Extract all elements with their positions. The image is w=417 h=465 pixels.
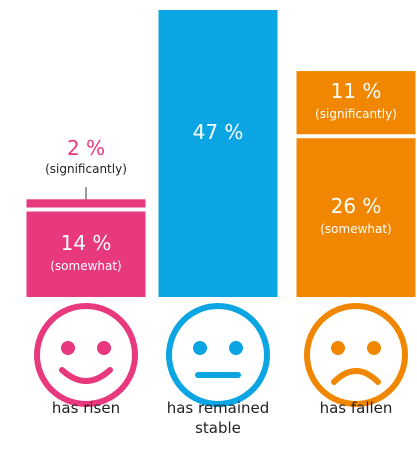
value-label: 26 %: [331, 194, 382, 218]
segment-label: (somewhat): [50, 259, 122, 273]
segment-label: (significantly): [315, 107, 397, 121]
segment-label: (significantly): [45, 162, 127, 176]
bar-segment: [158, 10, 278, 297]
faces: [34, 303, 408, 407]
value-label: 14 %: [61, 231, 112, 255]
value-label: 2 %: [67, 136, 105, 160]
bar-segment: [296, 71, 416, 135]
category-label: has risen: [51, 399, 121, 417]
happy-face: [34, 303, 138, 407]
segment-label: (somewhat): [320, 222, 392, 236]
bar-segment: [296, 138, 416, 297]
value-label: 11 %: [331, 79, 382, 103]
category-label: has remained stable: [166, 399, 270, 437]
bar-segment: [26, 199, 146, 208]
category-label: has fallen: [319, 399, 393, 417]
neutral-face: [166, 303, 270, 407]
sad-face: [304, 303, 408, 407]
value-label: 47 %: [193, 120, 244, 144]
bar-segment: [26, 211, 146, 297]
